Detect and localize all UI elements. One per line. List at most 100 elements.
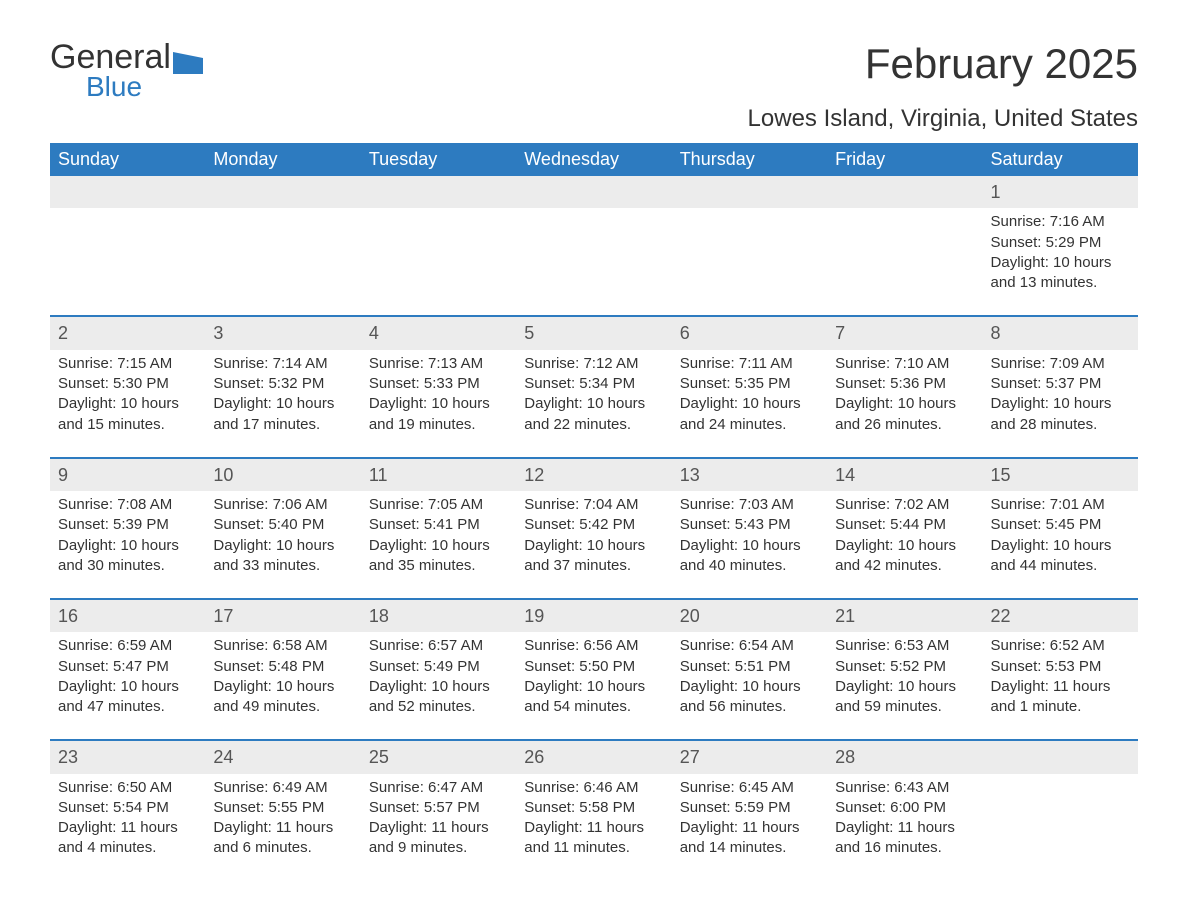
day-number: 16 xyxy=(50,600,205,632)
calendar-cell xyxy=(983,740,1138,880)
day-number xyxy=(672,176,827,208)
sunset-text: Sunset: 5:33 PM xyxy=(369,374,508,394)
sunset-text: Sunset: 5:45 PM xyxy=(991,515,1130,535)
day-number: 6 xyxy=(672,317,827,349)
daylight-text: Daylight: 10 hours and 17 minutes. xyxy=(213,394,352,435)
weekday-header-row: Sunday Monday Tuesday Wednesday Thursday… xyxy=(50,143,1138,176)
calendar-cell: 22Sunrise: 6:52 AMSunset: 5:53 PMDayligh… xyxy=(983,599,1138,740)
calendar-cell: 20Sunrise: 6:54 AMSunset: 5:51 PMDayligh… xyxy=(672,599,827,740)
daylight-text: Daylight: 11 hours and 1 minute. xyxy=(991,677,1130,718)
sunrise-text: Sunrise: 7:11 AM xyxy=(680,354,819,374)
daylight-text: Daylight: 10 hours and 19 minutes. xyxy=(369,394,508,435)
calendar-cell xyxy=(827,176,982,316)
day-number: 21 xyxy=(827,600,982,632)
daylight-text: Daylight: 10 hours and 35 minutes. xyxy=(369,536,508,577)
calendar-cell xyxy=(205,176,360,316)
calendar-cell: 8Sunrise: 7:09 AMSunset: 5:37 PMDaylight… xyxy=(983,316,1138,457)
daylight-text: Daylight: 11 hours and 11 minutes. xyxy=(524,818,663,859)
day-number: 10 xyxy=(205,459,360,491)
sunrise-text: Sunrise: 6:45 AM xyxy=(680,778,819,798)
daylight-text: Daylight: 11 hours and 6 minutes. xyxy=(213,818,352,859)
calendar-week-row: 9Sunrise: 7:08 AMSunset: 5:39 PMDaylight… xyxy=(50,458,1138,599)
sunrise-text: Sunrise: 7:13 AM xyxy=(369,354,508,374)
sunset-text: Sunset: 5:40 PM xyxy=(213,515,352,535)
calendar-cell xyxy=(672,176,827,316)
calendar-cell: 26Sunrise: 6:46 AMSunset: 5:58 PMDayligh… xyxy=(516,740,671,880)
calendar-cell: 9Sunrise: 7:08 AMSunset: 5:39 PMDaylight… xyxy=(50,458,205,599)
calendar-table: Sunday Monday Tuesday Wednesday Thursday… xyxy=(50,143,1138,880)
calendar-cell: 27Sunrise: 6:45 AMSunset: 5:59 PMDayligh… xyxy=(672,740,827,880)
sunset-text: Sunset: 5:51 PM xyxy=(680,657,819,677)
day-number: 13 xyxy=(672,459,827,491)
daylight-text: Daylight: 11 hours and 9 minutes. xyxy=(369,818,508,859)
sunset-text: Sunset: 5:35 PM xyxy=(680,374,819,394)
daylight-text: Daylight: 10 hours and 49 minutes. xyxy=(213,677,352,718)
brand-word-1: General xyxy=(50,40,171,74)
daylight-text: Daylight: 10 hours and 42 minutes. xyxy=(835,536,974,577)
calendar-cell: 19Sunrise: 6:56 AMSunset: 5:50 PMDayligh… xyxy=(516,599,671,740)
daylight-text: Daylight: 10 hours and 47 minutes. xyxy=(58,677,197,718)
calendar-cell: 24Sunrise: 6:49 AMSunset: 5:55 PMDayligh… xyxy=(205,740,360,880)
sunset-text: Sunset: 5:32 PM xyxy=(213,374,352,394)
sunrise-text: Sunrise: 7:12 AM xyxy=(524,354,663,374)
sunset-text: Sunset: 5:50 PM xyxy=(524,657,663,677)
daylight-text: Daylight: 10 hours and 13 minutes. xyxy=(991,253,1130,294)
day-number xyxy=(361,176,516,208)
daylight-text: Daylight: 10 hours and 40 minutes. xyxy=(680,536,819,577)
day-number: 27 xyxy=(672,741,827,773)
sunrise-text: Sunrise: 7:16 AM xyxy=(991,212,1130,232)
calendar-cell: 3 Sunrise: 7:14 AMSunset: 5:32 PMDaylight… xyxy=(205,316,360,457)
location-subtitle: Lowes Island, Virginia, United States xyxy=(50,105,1138,133)
sunset-text: Sunset: 5:43 PM xyxy=(680,515,819,535)
sunrise-text: Sunrise: 7:02 AM xyxy=(835,495,974,515)
brand-word-2: Blue xyxy=(86,74,203,99)
calendar-week-row: 1Sunrise: 7:16 AMSunset: 5:29 PMDaylight… xyxy=(50,176,1138,316)
day-number: 8 xyxy=(983,317,1138,349)
day-number: 23 xyxy=(50,741,205,773)
calendar-cell: 28Sunrise: 6:43 AMSunset: 6:00 PMDayligh… xyxy=(827,740,982,880)
weekday-header: Thursday xyxy=(672,143,827,176)
calendar-cell xyxy=(50,176,205,316)
calendar-cell: 2Sunrise: 7:15 AMSunset: 5:30 PMDaylight… xyxy=(50,316,205,457)
sunrise-text: Sunrise: 6:53 AM xyxy=(835,636,974,656)
sunrise-text: Sunrise: 7:05 AM xyxy=(369,495,508,515)
sunrise-text: Sunrise: 7:14 AM xyxy=(213,354,352,374)
calendar-cell: 4 Sunrise: 7:13 AMSunset: 5:33 PMDaylight… xyxy=(361,316,516,457)
daylight-text: Daylight: 10 hours and 24 minutes. xyxy=(680,394,819,435)
sunset-text: Sunset: 5:53 PM xyxy=(991,657,1130,677)
sunset-text: Sunset: 5:44 PM xyxy=(835,515,974,535)
calendar-cell: 5Sunrise: 7:12 AMSunset: 5:34 PMDaylight… xyxy=(516,316,671,457)
day-number xyxy=(983,741,1138,773)
day-number xyxy=(50,176,205,208)
day-number: 18 xyxy=(361,600,516,632)
sunset-text: Sunset: 5:52 PM xyxy=(835,657,974,677)
day-number: 3 xyxy=(205,317,360,349)
day-number: 25 xyxy=(361,741,516,773)
weekday-header: Wednesday xyxy=(516,143,671,176)
daylight-text: Daylight: 10 hours and 52 minutes. xyxy=(369,677,508,718)
sunrise-text: Sunrise: 6:50 AM xyxy=(58,778,197,798)
sunrise-text: Sunrise: 7:01 AM xyxy=(991,495,1130,515)
day-number: 7 xyxy=(827,317,982,349)
sunrise-text: Sunrise: 6:59 AM xyxy=(58,636,197,656)
sunset-text: Sunset: 5:55 PM xyxy=(213,798,352,818)
sunrise-text: Sunrise: 7:15 AM xyxy=(58,354,197,374)
sunrise-text: Sunrise: 6:43 AM xyxy=(835,778,974,798)
daylight-text: Daylight: 11 hours and 4 minutes. xyxy=(58,818,197,859)
calendar-cell: 7Sunrise: 7:10 AMSunset: 5:36 PMDaylight… xyxy=(827,316,982,457)
daylight-text: Daylight: 11 hours and 14 minutes. xyxy=(680,818,819,859)
day-number: 1 xyxy=(983,176,1138,208)
sunset-text: Sunset: 5:58 PM xyxy=(524,798,663,818)
sunrise-text: Sunrise: 6:54 AM xyxy=(680,636,819,656)
day-number: 20 xyxy=(672,600,827,632)
sunrise-text: Sunrise: 6:56 AM xyxy=(524,636,663,656)
day-number: 4 xyxy=(361,317,516,349)
daylight-text: Daylight: 10 hours and 33 minutes. xyxy=(213,536,352,577)
daylight-text: Daylight: 10 hours and 37 minutes. xyxy=(524,536,663,577)
calendar-week-row: 23Sunrise: 6:50 AMSunset: 5:54 PMDayligh… xyxy=(50,740,1138,880)
weekday-header: Saturday xyxy=(983,143,1138,176)
sunset-text: Sunset: 5:30 PM xyxy=(58,374,197,394)
day-number: 5 xyxy=(516,317,671,349)
sunrise-text: Sunrise: 7:06 AM xyxy=(213,495,352,515)
sunset-text: Sunset: 5:54 PM xyxy=(58,798,197,818)
